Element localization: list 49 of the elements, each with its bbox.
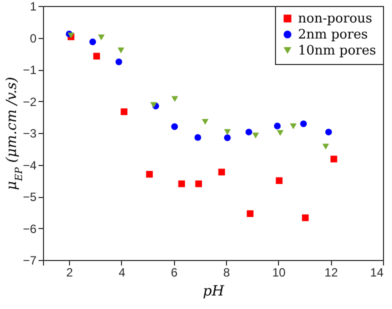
x-tick-label: 14 (370, 266, 384, 280)
point (252, 132, 259, 138)
legend-label: 10nm pores (298, 44, 376, 58)
point (300, 120, 307, 128)
y-tick-label: −6 (22, 222, 37, 236)
point (202, 118, 209, 125)
y-tick-label: 0 (30, 31, 37, 46)
point (171, 123, 178, 130)
point (93, 52, 100, 60)
legend-label: 2nm pores (298, 28, 368, 42)
point (322, 144, 330, 150)
point (89, 38, 96, 46)
point (150, 102, 157, 108)
point (276, 130, 284, 136)
y-tick-label: 1 (30, 0, 37, 14)
x-tick-label: 2 (66, 266, 74, 280)
legend-label: non-porous (298, 12, 372, 26)
point (115, 58, 122, 66)
x-tick-label: 4 (118, 266, 126, 280)
point (290, 123, 297, 130)
x-tick-label: 8 (223, 266, 230, 280)
point (276, 177, 283, 184)
point (146, 170, 153, 178)
y-tick-label: −5 (22, 190, 37, 204)
point (194, 134, 202, 141)
y-tick-label: −1 (22, 63, 37, 77)
point (178, 180, 185, 188)
point (325, 128, 332, 136)
point (246, 210, 254, 217)
point (171, 96, 178, 102)
point (274, 122, 281, 130)
point (120, 108, 128, 116)
point (245, 128, 252, 136)
x-tick-label: 10 (272, 266, 286, 280)
point (195, 180, 202, 188)
y-tick-label: −2 (22, 94, 37, 109)
x-axis-title: pH (202, 284, 225, 300)
point (330, 156, 338, 162)
y-tick-label: −3 (22, 126, 37, 140)
y-tick-label: −4 (22, 158, 37, 172)
point (224, 134, 231, 142)
point (218, 168, 225, 176)
point (302, 214, 309, 222)
x-tick-label: 6 (170, 266, 178, 280)
y-tick-label: −7 (22, 254, 37, 268)
point (118, 48, 124, 54)
point (224, 129, 231, 135)
point (98, 34, 105, 40)
x-tick-label: 12 (324, 266, 338, 280)
